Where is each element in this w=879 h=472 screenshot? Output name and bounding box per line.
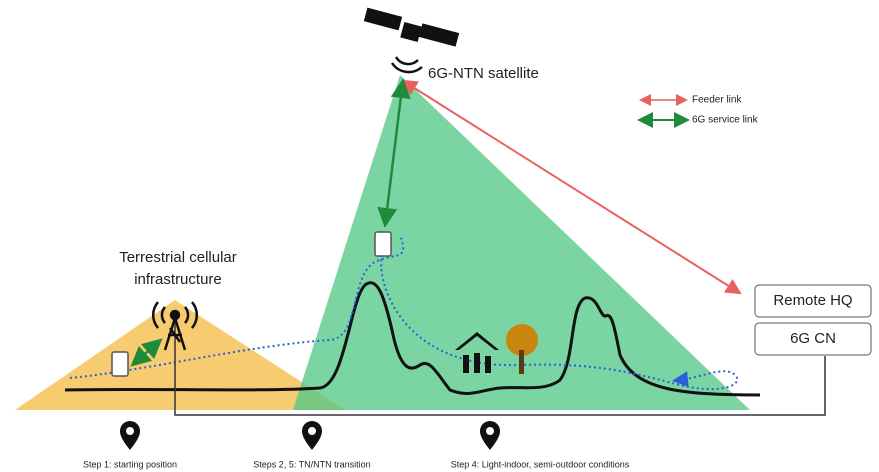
pin-icons <box>120 421 500 450</box>
satellite-icon <box>363 7 460 74</box>
terrestrial-label: Terrestrial cellular <box>119 249 237 266</box>
terrestrial-coverage <box>15 300 345 410</box>
user-path <box>69 234 738 389</box>
step-label: Step 1: starting position <box>83 459 177 469</box>
terrain <box>64 281 761 397</box>
house-icon <box>455 332 499 373</box>
step-label: Steps 2, 5: TN/NTN transition <box>253 459 370 469</box>
service-link <box>377 78 411 228</box>
backhaul <box>174 320 826 416</box>
tower-icon <box>151 301 199 351</box>
phone-icon <box>111 231 392 377</box>
box-label: 6G CN <box>790 330 836 347</box>
feeder-link <box>401 79 742 295</box>
hq-box <box>754 284 872 318</box>
terrestrial-label: infrastructure <box>134 271 222 288</box>
legend-label: Feeder link <box>692 95 742 106</box>
satellite-label: 6G-NTN satellite <box>428 65 539 82</box>
terrestrial-link <box>130 338 163 367</box>
box-label: Remote HQ <box>773 292 852 309</box>
legend-label: 6G service link <box>692 115 759 126</box>
tree-icon <box>506 324 538 374</box>
cn-box <box>754 322 872 356</box>
step-label: Step 4: Light-indoor, semi-outdoor condi… <box>451 459 630 469</box>
